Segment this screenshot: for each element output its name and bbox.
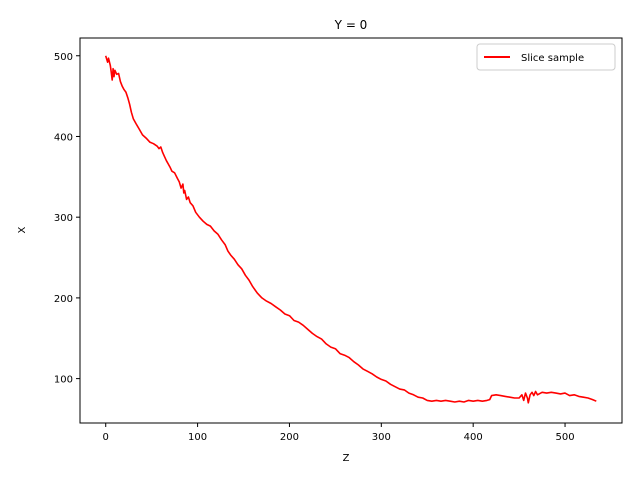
ticks-layer: 0 100 200 300 400 500 100 200 300 400 500 — [54, 52, 575, 443]
x-tick-label: 500 — [555, 432, 574, 443]
x-axis-label: Z — [343, 453, 350, 464]
axes-frame — [79, 37, 623, 424]
legend-label: Slice sample — [521, 53, 584, 64]
x-tick-label: 200 — [280, 432, 299, 443]
series-line-slice-sample — [104, 55, 597, 404]
x-tick-label: 0 — [103, 432, 109, 443]
y-axis-label: X — [17, 226, 28, 233]
series-layer — [104, 55, 597, 404]
y-tick-label: 500 — [54, 52, 73, 63]
x-tick-label: 100 — [188, 432, 207, 443]
chart-title: Y = 0 — [334, 18, 368, 32]
legend-box — [476, 43, 616, 71]
y-tick-label: 400 — [54, 132, 73, 143]
x-tick-label: 300 — [372, 432, 391, 443]
y-tick-label: 100 — [54, 375, 73, 386]
y-tick-label: 300 — [54, 213, 73, 224]
y-tick-label: 200 — [54, 294, 73, 305]
x-tick-label: 400 — [464, 432, 483, 443]
legend: Slice sample — [476, 43, 616, 71]
